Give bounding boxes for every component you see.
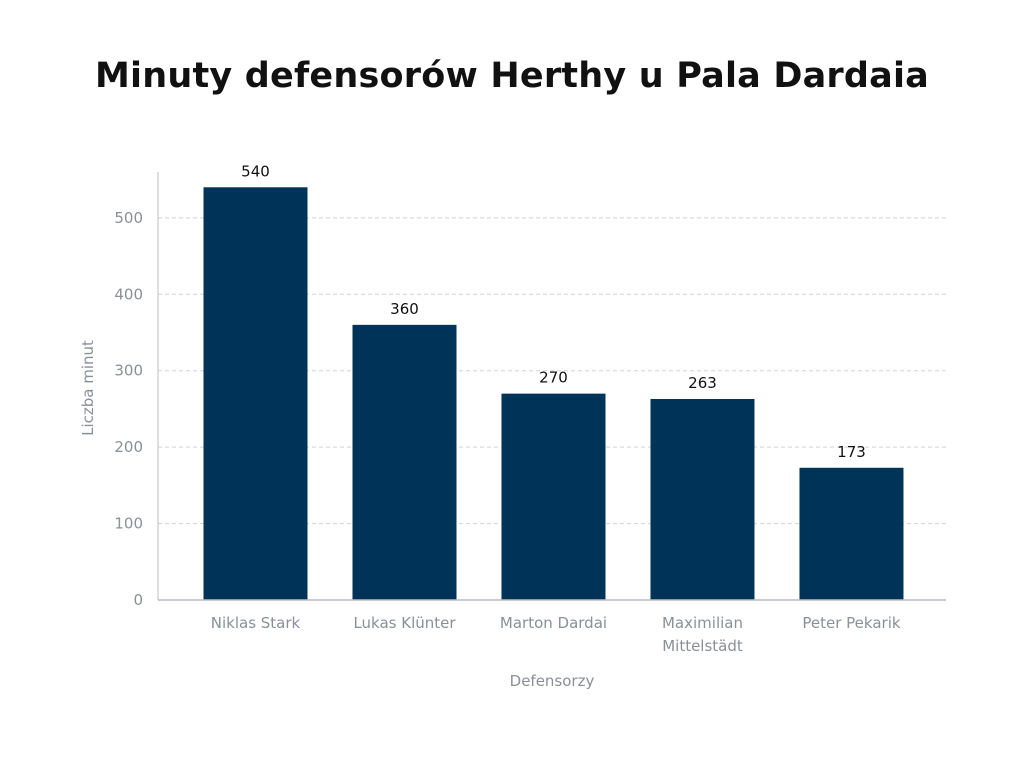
x-tick-label: Peter Pekarik bbox=[802, 614, 900, 632]
chart-title: Minuty defensorów Herthy u Pala Dardaia bbox=[95, 56, 929, 96]
data-label: 540 bbox=[241, 162, 270, 180]
y-tick-label: 200 bbox=[114, 438, 143, 456]
data-label: 173 bbox=[837, 443, 866, 461]
bar bbox=[203, 187, 308, 601]
bar bbox=[501, 393, 606, 600]
data-label: 270 bbox=[539, 369, 568, 387]
bar bbox=[799, 467, 904, 600]
y-tick-label: 0 bbox=[133, 591, 143, 609]
data-label: 360 bbox=[390, 300, 419, 318]
bars bbox=[203, 187, 904, 601]
labels: 0 100 200 300 400 500 540 Niklas Stark 360 Lukas … bbox=[114, 162, 901, 655]
y-tick-label: 400 bbox=[114, 285, 143, 303]
x-tick-label: Marton Dardai bbox=[500, 614, 607, 632]
y-tick-label: 100 bbox=[114, 515, 143, 533]
bar bbox=[650, 398, 755, 600]
x-tick-label: Lukas Klünter bbox=[353, 614, 456, 632]
data-label: 263 bbox=[688, 374, 717, 392]
axes bbox=[157, 172, 946, 601]
bar bbox=[352, 324, 457, 600]
y-axis-title: Liczba minut bbox=[79, 340, 97, 436]
y-tick-label: 500 bbox=[114, 209, 143, 227]
y-tick-label: 300 bbox=[114, 362, 143, 380]
x-tick-label: Maximilian Mittelstädt bbox=[662, 614, 743, 655]
x-tick-label: Niklas Stark bbox=[211, 614, 301, 632]
x-axis-title: Defensorzy bbox=[510, 672, 595, 690]
